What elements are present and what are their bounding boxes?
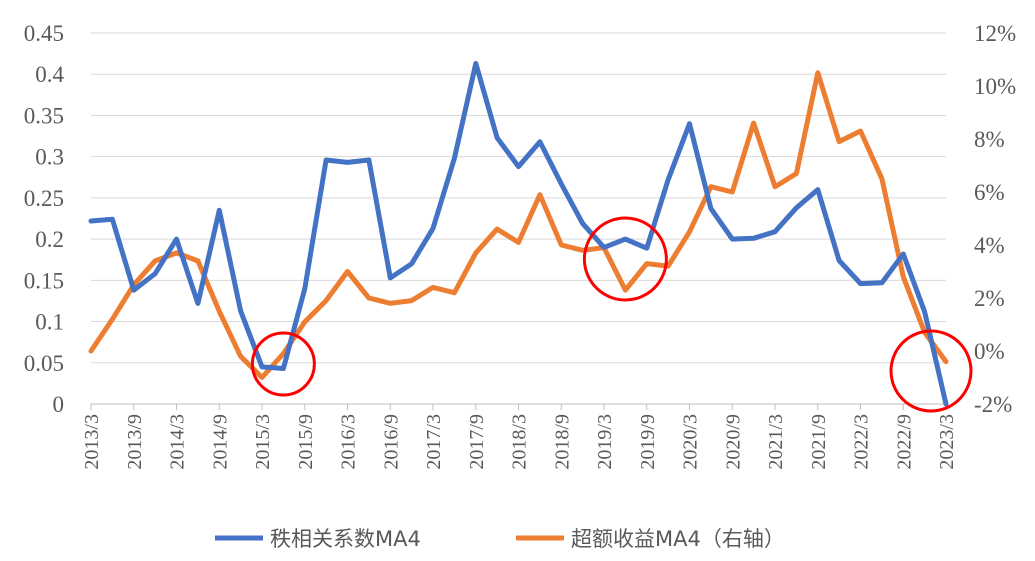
highlight-circle <box>250 331 316 397</box>
left-axis-tick-label: 0.1 <box>35 310 64 335</box>
x-axis-tick-label: 2018/3 <box>509 414 531 470</box>
right-axis-tick-label: 12% <box>974 21 1016 46</box>
left-axis-tick-label: 0.35 <box>24 103 64 128</box>
left-axis-tick-label: 0.45 <box>24 21 64 46</box>
right-axis-tick-label: 4% <box>974 233 1005 258</box>
x-axis-tick-label: 2020/3 <box>680 414 702 470</box>
series-line-excess-return <box>88 70 949 380</box>
highlight-circles <box>250 216 973 413</box>
left-axis-tick-label: 0.05 <box>24 351 64 376</box>
legend: 秩相关系数MA4 超额收益MA4（右轴） <box>215 527 785 551</box>
x-axis-tick-label: 2021/3 <box>765 414 787 470</box>
series-line-rank-corr <box>88 61 949 407</box>
legend-label-excess-return: 超额收益MA4（右轴） <box>571 527 785 551</box>
x-axis-tick-label: 2023/3 <box>936 414 958 470</box>
x-axis-tick-label: 2022/9 <box>893 414 915 470</box>
legend-label-rank-corr: 秩相关系数MA4 <box>270 527 421 551</box>
x-axis-tick-label: 2020/9 <box>722 414 744 470</box>
x-axis-tick-label: 2019/3 <box>594 414 616 470</box>
highlight-circle <box>889 329 973 413</box>
x-axis-tick-label: 2016/3 <box>338 414 360 470</box>
highlight-circle <box>582 216 668 302</box>
left-axis-tick-label: 0 <box>53 392 65 417</box>
x-axis-tick-label: 2022/3 <box>851 414 873 470</box>
right-axis-tick-label: 2% <box>974 286 1005 311</box>
left-axis-tick-label: 0.3 <box>35 145 64 170</box>
left-axis-tick-label: 0.4 <box>35 62 64 87</box>
x-axis-tick-label: 2014/3 <box>167 414 189 470</box>
right-axis-tick-label: -2% <box>974 392 1012 417</box>
x-axis: 2013/3 2013/9 2014/3 2014/9 2015/3 2015/9 2016… <box>81 403 958 470</box>
x-axis-tick-label: 2019/9 <box>637 414 659 470</box>
left-axis-ticks: 0 0.05 0.1 0.15 0.2 0.25 0.3 0.35 0.4 0.45 <box>24 21 65 417</box>
right-axis-tick-label: 8% <box>974 127 1005 152</box>
left-axis-tick-label: 0.15 <box>24 268 64 293</box>
x-axis-tick-label: 2014/9 <box>209 414 231 470</box>
right-axis-tick-label: 0% <box>974 339 1005 364</box>
x-axis-tick-label: 2017/3 <box>423 414 445 470</box>
x-axis-tick-label: 2021/9 <box>808 414 830 470</box>
series-layer <box>88 61 949 407</box>
left-axis-tick-label: 0.25 <box>24 186 64 211</box>
x-axis-tick-label: 2017/9 <box>466 414 488 470</box>
x-axis-tick-label: 2018/9 <box>551 414 573 470</box>
x-axis-tick-label: 2015/3 <box>252 414 274 470</box>
x-axis-tick-label: 2016/9 <box>380 414 402 470</box>
x-axis-tick-label: 2015/9 <box>295 414 317 470</box>
right-axis-tick-label: 6% <box>974 180 1005 205</box>
right-axis-tick-label: 10% <box>974 74 1016 99</box>
right-axis-ticks: -2% 0% 2% 4% 6% 8% 10% 12% <box>974 21 1016 417</box>
x-axis-tick-label: 2013/9 <box>124 414 146 470</box>
x-axis-tick-label: 2013/3 <box>81 414 103 470</box>
left-axis-tick-label: 0.2 <box>35 227 64 252</box>
